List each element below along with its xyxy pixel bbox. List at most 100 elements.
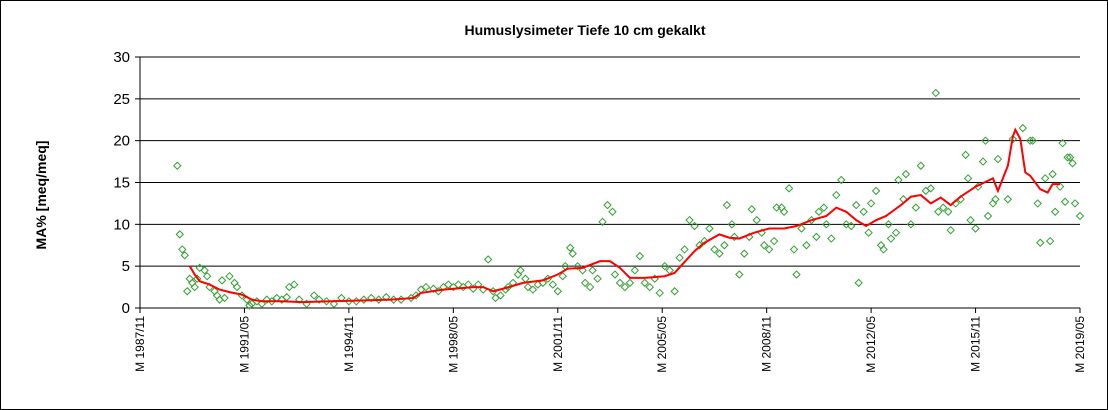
data-point <box>832 190 841 200</box>
data-point <box>195 263 204 273</box>
data-point <box>620 282 630 292</box>
data-point <box>1058 138 1067 148</box>
data-point <box>740 249 749 258</box>
data-point <box>1026 136 1035 145</box>
data-point <box>645 282 654 292</box>
data-point <box>190 282 199 292</box>
data-point <box>871 186 881 196</box>
data-point <box>822 220 831 229</box>
data-point <box>827 234 836 243</box>
data-point <box>769 236 779 246</box>
x-tick-label: M 2015/11 <box>969 316 983 372</box>
data-point <box>866 199 876 208</box>
data-point <box>548 280 558 289</box>
y-tick-label: 25 <box>113 91 130 108</box>
data-point <box>993 154 1003 164</box>
data-point <box>759 241 769 250</box>
data-point <box>727 220 737 229</box>
data-point <box>528 285 538 294</box>
data-point <box>730 232 739 242</box>
data-point <box>483 255 493 264</box>
data-point <box>608 207 617 216</box>
data-point <box>359 295 369 304</box>
data-point <box>715 249 724 258</box>
data-point <box>943 207 953 216</box>
data-point <box>978 157 988 166</box>
data-point <box>245 301 254 310</box>
data-point <box>267 297 277 306</box>
data-point <box>322 297 331 306</box>
data-point <box>1008 134 1018 144</box>
data-point <box>1003 195 1013 204</box>
data-point <box>981 136 990 145</box>
data-point <box>578 266 587 275</box>
data-point <box>812 232 821 242</box>
data-point <box>779 207 789 216</box>
data-point <box>710 245 719 254</box>
data-point <box>615 278 625 288</box>
y-axis-label: MA% [meq/meq] <box>33 141 49 250</box>
data-point <box>747 205 756 214</box>
trend-line <box>188 127 1061 304</box>
data-point <box>183 287 192 296</box>
data-point <box>516 266 525 275</box>
data-point <box>966 215 975 225</box>
data-point <box>1068 159 1077 168</box>
x-tick-label: M 1987/11 <box>133 316 147 372</box>
data-point <box>735 270 744 279</box>
data-point <box>764 245 774 254</box>
data-point <box>262 295 272 304</box>
data-point <box>886 234 896 243</box>
data-point <box>879 245 888 254</box>
y-tick-label: 20 <box>113 133 130 150</box>
data-point <box>784 184 794 193</box>
data-point <box>580 278 590 288</box>
data-point <box>429 284 438 293</box>
data-point <box>1055 182 1065 191</box>
data-point <box>640 278 650 288</box>
data-point <box>309 291 319 300</box>
data-point <box>680 245 689 254</box>
data-point <box>173 161 182 170</box>
data-point <box>722 200 732 210</box>
data-point <box>1065 153 1075 162</box>
data-point <box>983 211 993 221</box>
data-point <box>1033 199 1042 208</box>
x-tick-label: M 2019/05 <box>1073 316 1087 373</box>
x-tick-label: M 2012/05 <box>864 316 878 373</box>
data-point <box>625 278 635 288</box>
x-tick-label: M 1991/05 <box>237 316 251 373</box>
data-point <box>593 274 602 283</box>
data-point <box>819 203 829 212</box>
data-point <box>906 220 916 229</box>
data-point <box>854 278 863 288</box>
data-point <box>685 215 694 225</box>
data-point <box>705 224 714 233</box>
data-point <box>496 291 505 300</box>
data-point <box>329 299 339 309</box>
data-point <box>934 207 943 216</box>
data-point <box>842 220 851 229</box>
data-point <box>200 266 209 275</box>
data-point <box>314 295 324 304</box>
data-point <box>1060 197 1070 206</box>
data-point <box>752 215 761 225</box>
data-point <box>1070 199 1080 208</box>
data-point <box>294 295 304 304</box>
data-point <box>961 150 970 160</box>
data-point <box>568 249 577 258</box>
data-point <box>700 236 709 246</box>
data-point <box>232 282 242 292</box>
data-point <box>916 161 926 170</box>
data-point <box>660 261 669 271</box>
data-point <box>1040 174 1050 183</box>
data-point <box>289 280 299 289</box>
data-point <box>610 270 620 279</box>
data-point <box>553 287 562 296</box>
data-point <box>789 245 799 254</box>
data-point <box>901 169 911 179</box>
data-point <box>847 221 856 231</box>
x-tick-label: M 1994/11 <box>342 316 356 372</box>
